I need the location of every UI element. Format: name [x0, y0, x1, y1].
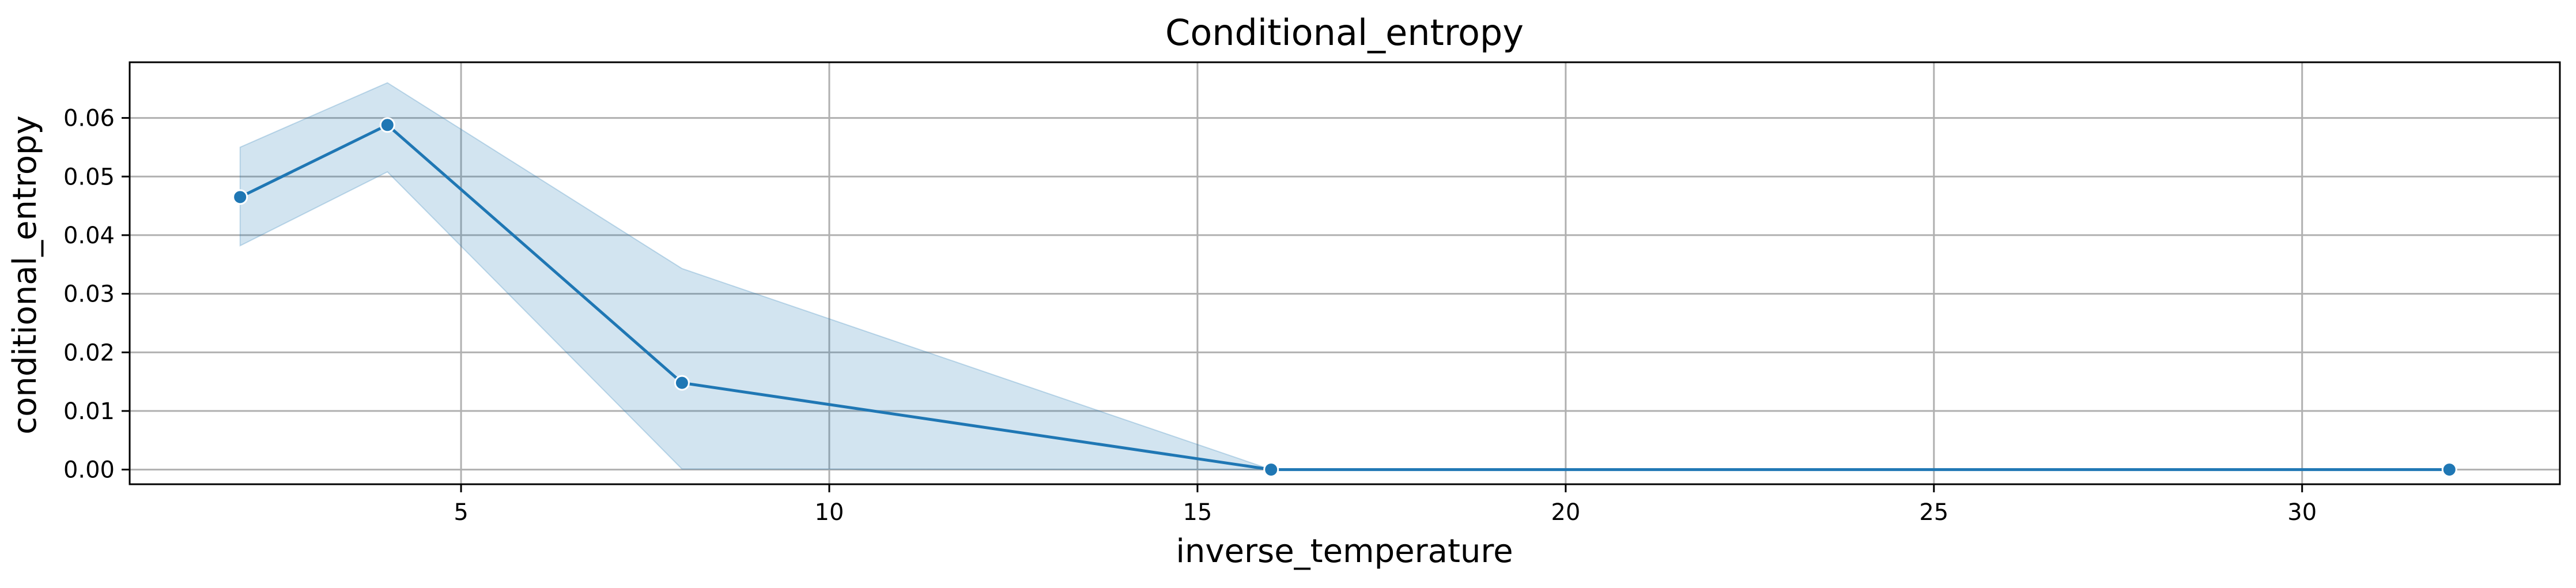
x-tick-label: 30 [2287, 499, 2317, 526]
y-tick-label: 0.05 [63, 164, 115, 190]
x-axis-label: inverse_temperature [1176, 533, 1513, 570]
x-axis-ticks: 5 10 15 20 25 30 [454, 484, 2317, 526]
data-point [379, 117, 395, 133]
y-tick-label: 0.02 [63, 340, 115, 366]
y-axis-ticks: 0.00 0.01 0.02 0.03 0.04 0.05 0.06 [63, 105, 130, 484]
data-point [674, 375, 690, 391]
x-tick-label: 20 [1551, 499, 1580, 526]
y-tick-label: 0.06 [63, 105, 115, 132]
data-point [232, 189, 248, 205]
data-point [1263, 462, 1279, 478]
y-tick-label: 0.01 [63, 398, 115, 425]
y-tick-label: 0.04 [63, 223, 115, 249]
x-tick-label: 5 [454, 499, 468, 526]
grid [130, 62, 2560, 484]
plot-frame [129, 61, 2561, 485]
data-point [2441, 462, 2457, 478]
x-tick-label: 10 [815, 499, 844, 526]
chart-title: Conditional_entropy [1165, 12, 1524, 54]
x-tick-label: 15 [1183, 499, 1212, 526]
y-tick-label: 0.03 [63, 281, 115, 308]
y-axis-label: conditional_entropy [6, 115, 44, 434]
data-points [232, 117, 2457, 478]
x-tick-label: 25 [1919, 499, 1948, 526]
y-tick-label: 0.00 [63, 457, 115, 484]
